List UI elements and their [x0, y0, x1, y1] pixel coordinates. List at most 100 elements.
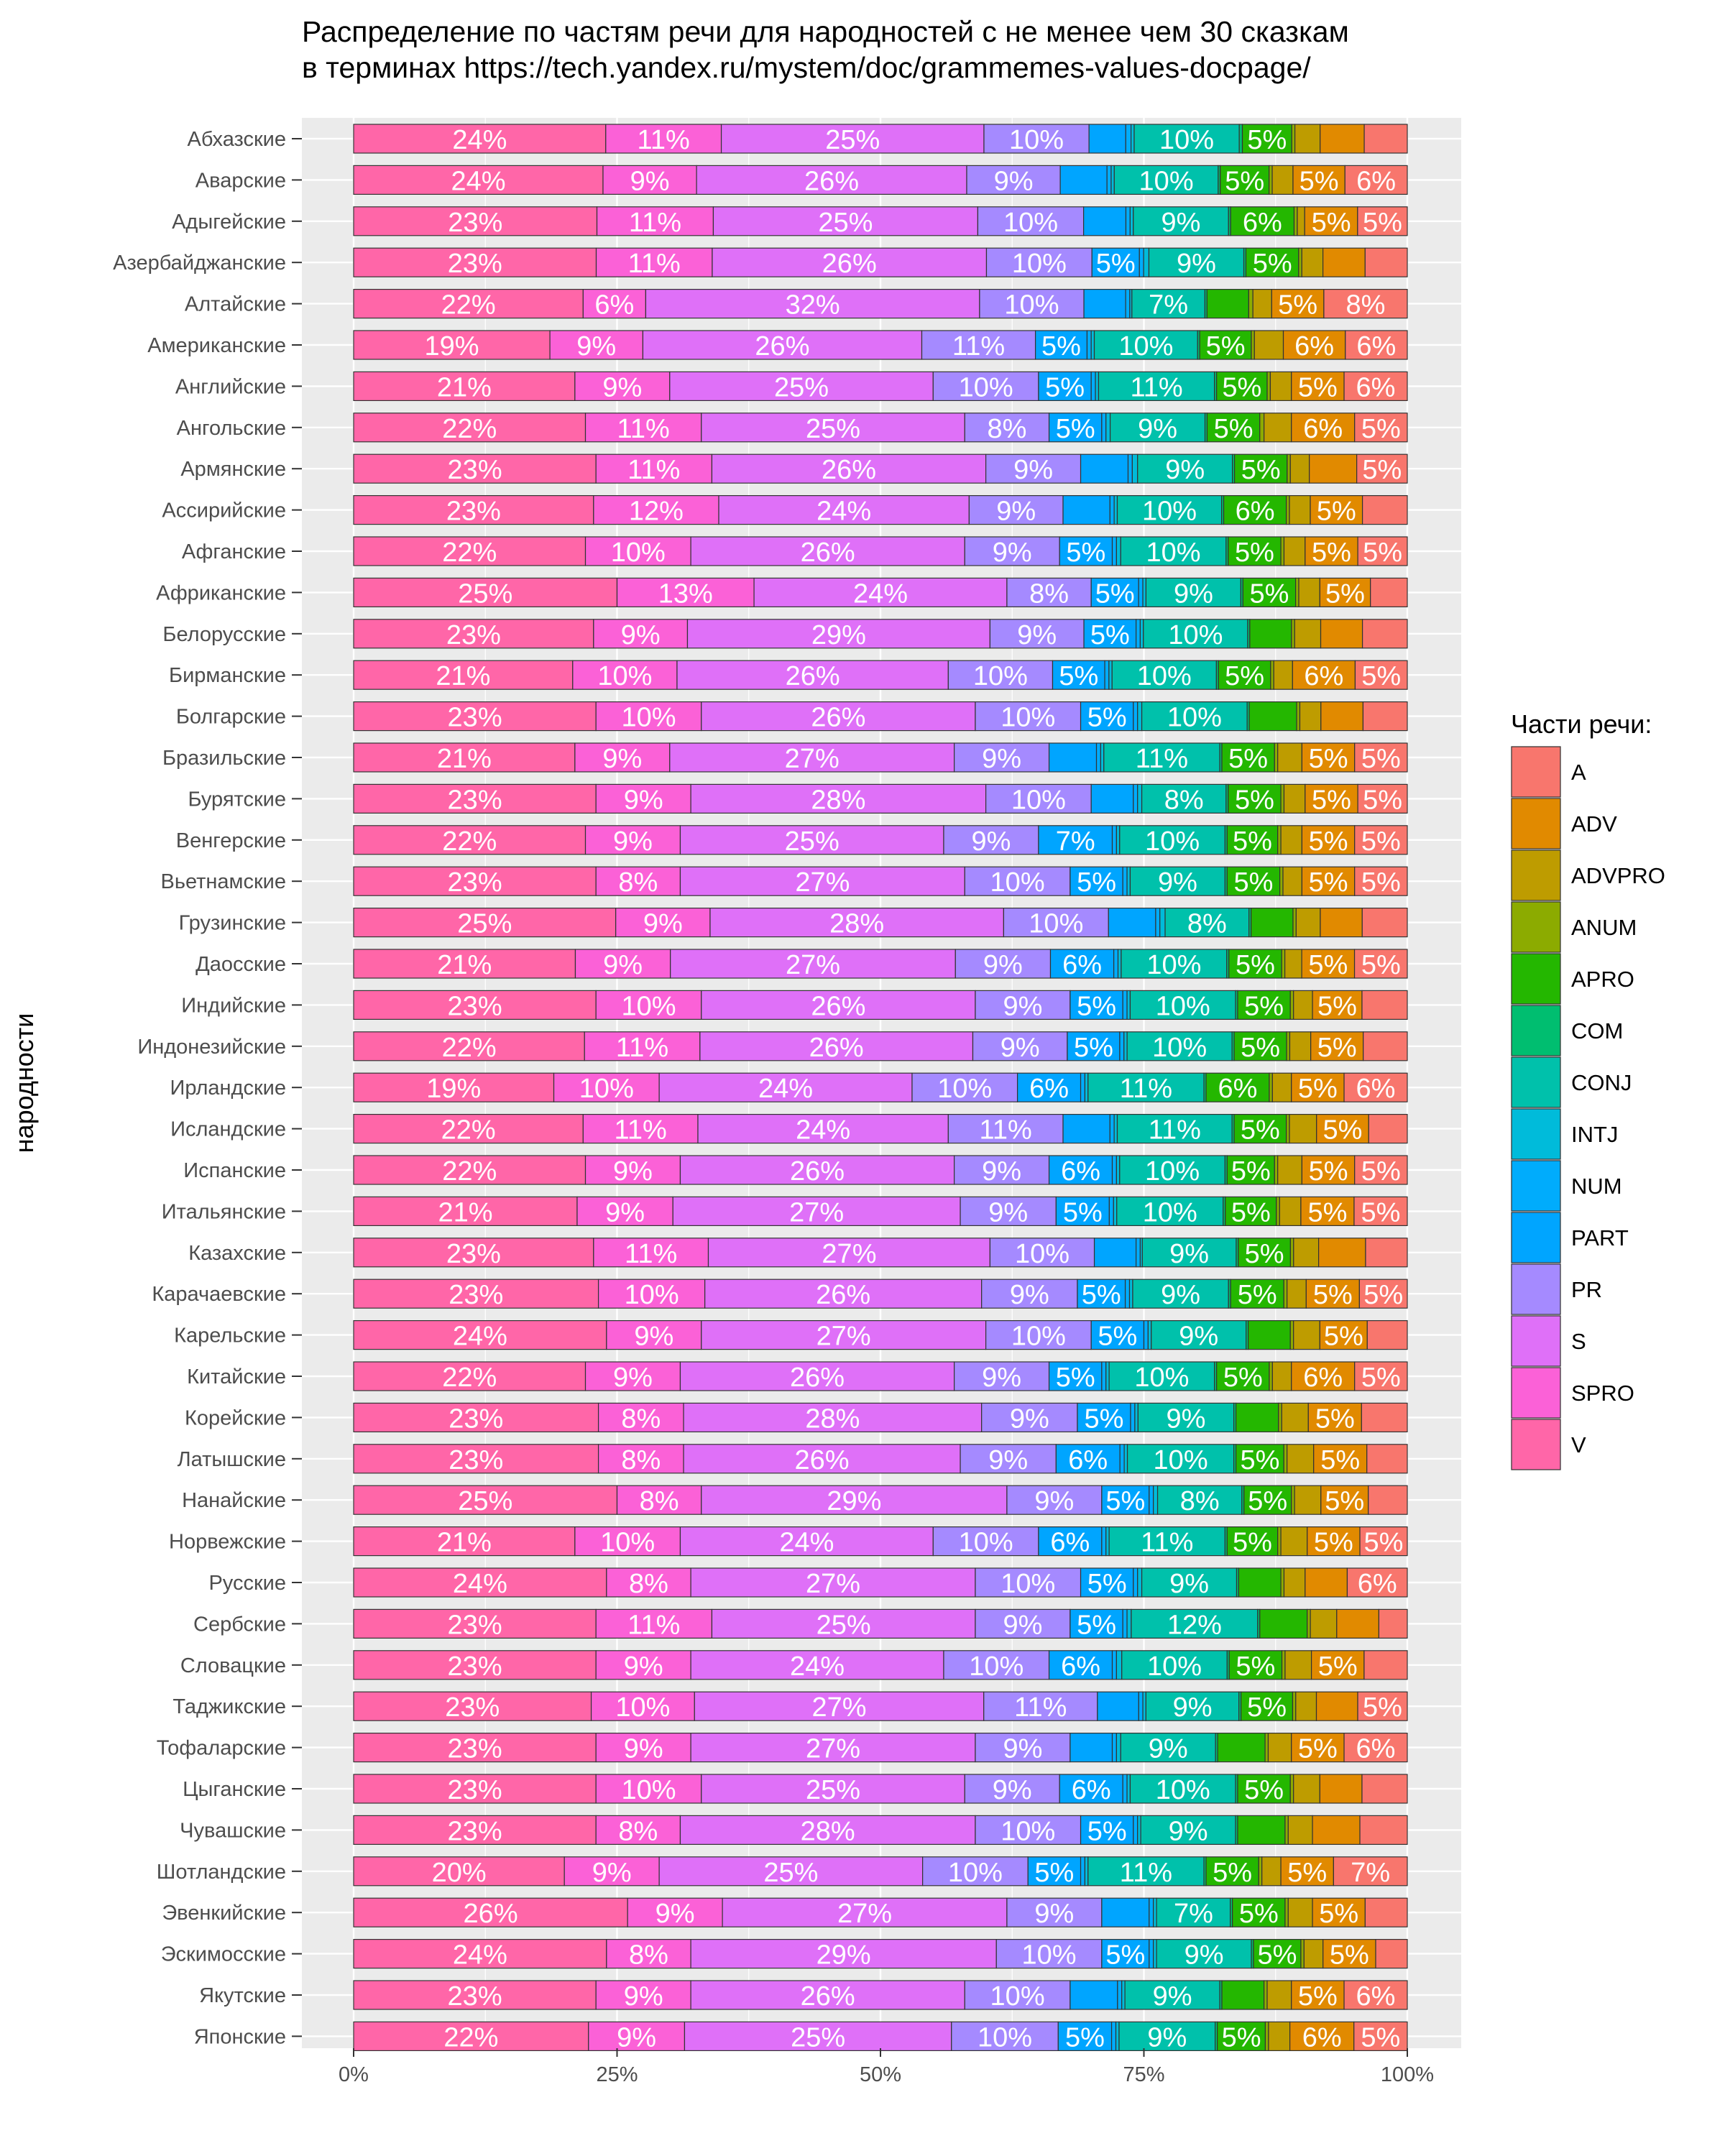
legend-swatch-adv [1511, 798, 1561, 849]
segment-label: 5% [1320, 1445, 1360, 1475]
segment-label: 25% [806, 414, 860, 444]
bar-segment-part [1077, 1279, 1126, 1309]
segment-label: 9% [988, 1197, 1028, 1227]
segment-label: 7% [1351, 1858, 1390, 1888]
bar-segment-conj [1137, 1402, 1235, 1433]
bar-segment-advpro [1280, 825, 1302, 855]
bar-segment-apro [1205, 1072, 1270, 1102]
segment-label: 5% [1317, 497, 1356, 527]
bar-segment-apro [1235, 1444, 1284, 1474]
bar-segment-adv [1271, 289, 1325, 319]
bar-segment-pr [911, 1072, 1018, 1102]
bar-segment-a [1361, 494, 1408, 525]
segment-label: 6% [1029, 1074, 1069, 1104]
segment-label: 9% [1169, 1569, 1209, 1599]
bar-segment-part [1055, 1196, 1110, 1227]
bar-segment-apro [1242, 577, 1297, 608]
segment-label: 5% [1361, 1363, 1401, 1393]
segment-label: 11% [980, 1115, 1032, 1146]
segment-label: 21% [437, 1528, 492, 1558]
segment-label: 5% [1238, 1280, 1277, 1310]
bar-segment-apro [1233, 453, 1288, 484]
bar-segment-adv [1320, 124, 1365, 154]
bar-segment-pr [932, 1526, 1039, 1557]
segment-label: 10% [978, 2022, 1032, 2053]
segment-label: 26% [801, 538, 855, 568]
bar-segment-a [1370, 577, 1408, 608]
chart-title-line-2: в терминах https://tech.yandex.ru/mystem… [302, 51, 1311, 84]
bar-segment-anum [1277, 1526, 1282, 1557]
bar-segment-pr [951, 2021, 1059, 2051]
segment-label: 5% [1231, 1156, 1271, 1187]
category-label: Аварские [196, 169, 286, 192]
bar-segment-s [712, 247, 988, 277]
bar-segment-anum [1284, 1897, 1289, 1927]
bar-segment-intj [1137, 1815, 1141, 1845]
bar-segment-advpro [1289, 494, 1311, 525]
segment-label: 5% [1324, 1322, 1363, 1352]
segment-label: 9% [592, 1858, 632, 1888]
bar-segment-anum [1274, 742, 1279, 773]
x-tick-label: 100% [1381, 2063, 1434, 2086]
segment-label: 9% [1167, 1404, 1206, 1434]
bar-segment-conj [1087, 1856, 1205, 1886]
segment-label: 28% [829, 909, 884, 939]
bar-segment-part [1062, 494, 1110, 525]
segment-label: 9% [1162, 208, 1201, 238]
bar-segment-pr [964, 1980, 1071, 2010]
bar-segment-v [353, 1691, 592, 1721]
segment-label: 9% [1184, 1940, 1224, 1971]
segment-label: 8% [1180, 1486, 1220, 1516]
segment-label: 8% [618, 867, 658, 898]
bar-segment-num [1113, 949, 1119, 979]
segment-label: 9% [602, 744, 642, 774]
segment-label: 5% [1082, 1280, 1121, 1310]
bar-segment-spro [564, 1856, 660, 1886]
bar-segment-v [353, 1608, 597, 1639]
segment-label: 5% [1096, 249, 1136, 279]
bar-segment-part [1088, 124, 1126, 154]
segment-label: 5% [1323, 1115, 1363, 1146]
bar-segment-advpro [1294, 124, 1321, 154]
bar-segment-adv [1309, 453, 1358, 484]
segment-label: 5% [1059, 661, 1098, 691]
bar-segment-part [1093, 1238, 1137, 1268]
segment-label: 10% [1146, 538, 1201, 568]
bar-segment-apro [1238, 1238, 1292, 1268]
bar-segment-apro [1233, 1113, 1287, 1144]
segment-label: 10% [600, 1528, 655, 1558]
segment-label: 5% [1361, 1197, 1401, 1227]
bar-segment-part [1090, 1319, 1145, 1350]
bar-segment-spro [584, 1031, 701, 1061]
segment-label: 8% [629, 1940, 668, 1971]
segment-label: 11% [625, 1239, 677, 1269]
segment-label: 10% [1159, 125, 1214, 155]
segment-label: 6% [1304, 661, 1343, 691]
bar-segment-spro [602, 165, 697, 195]
segment-label: 6% [1303, 414, 1343, 444]
segment-label: 6% [1356, 372, 1396, 402]
segment-label: 6% [1236, 497, 1275, 527]
bar-segment-advpro [1293, 1774, 1320, 1804]
bar-segment-num [1111, 1733, 1117, 1763]
segment-label: 10% [1015, 1239, 1070, 1269]
bar-segment-conj [1116, 1113, 1233, 1144]
bar-segment-s [696, 165, 967, 195]
segment-label: 10% [1000, 1569, 1055, 1599]
bar-segment-a [1363, 1031, 1408, 1061]
bar-segment-advpro [1277, 742, 1303, 773]
category-label: Латышские [178, 1448, 286, 1471]
bar-segment-s [697, 1113, 949, 1144]
bar-segment-part [1038, 1526, 1103, 1557]
segment-label: 10% [948, 1858, 1003, 1888]
segment-label: 25% [785, 826, 840, 857]
segment-label: 9% [617, 2022, 656, 2053]
bar-segment-intj [1123, 1444, 1128, 1474]
category-label: Абхазские [188, 128, 286, 151]
segment-label: 23% [445, 1692, 500, 1723]
bar-segment-spro [606, 1567, 691, 1598]
bar-segment-a [1343, 1980, 1408, 2010]
bar-segment-intj [1143, 247, 1150, 277]
bar-segment-intj [1126, 990, 1131, 1021]
bar-segment-anum [1286, 1113, 1290, 1144]
